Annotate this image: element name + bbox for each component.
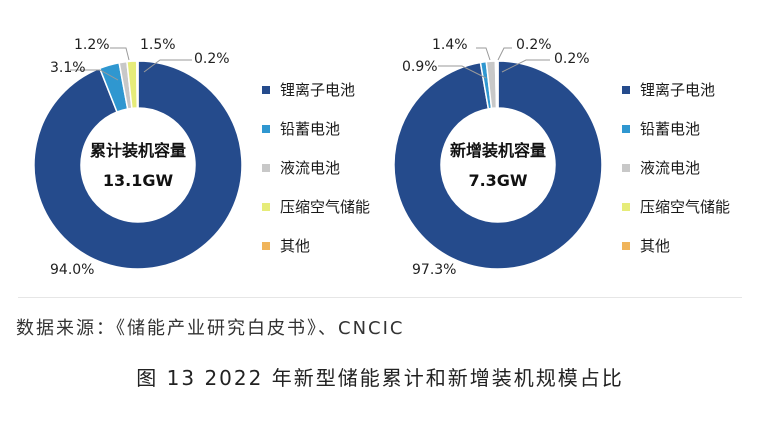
slice-new-5 bbox=[495, 60, 499, 109]
slice-cumulative-1 bbox=[33, 60, 243, 270]
legend-label: 锂离子电池 bbox=[640, 81, 716, 99]
figure-caption: 图 13 2022 年新型储能累计和新增装机规模占比 bbox=[136, 366, 624, 390]
legend-item: 液流电池 bbox=[262, 148, 370, 187]
legend-swatch bbox=[622, 163, 630, 172]
legend-label: 锂离子电池 bbox=[280, 81, 356, 99]
legend-swatch bbox=[262, 163, 270, 172]
donut-charts-figure: 累计装机容量 13.1GW 94.0% 3.1% 1.2% 1.5% 0.2% 新增装机容量… bbox=[33, 37, 603, 278]
legend-label: 铅蓄电池 bbox=[280, 120, 341, 138]
leader-line bbox=[476, 47, 491, 61]
legend-item: 锂离子电池 bbox=[262, 70, 370, 109]
legend-item: 其他 bbox=[622, 226, 730, 265]
legend-label: 其他 bbox=[280, 237, 311, 255]
legend-item: 压缩空气储能 bbox=[262, 187, 370, 226]
legend-label: 压缩空气储能 bbox=[280, 198, 371, 216]
slice-new-1 bbox=[393, 60, 603, 270]
legend-swatch bbox=[622, 124, 630, 133]
legend-label: 压缩空气储能 bbox=[640, 198, 731, 216]
center-value: 7.3GW bbox=[468, 171, 527, 190]
legend-swatch bbox=[262, 241, 270, 250]
legend-swatch bbox=[262, 124, 270, 133]
legend-item: 锂离子电池 bbox=[622, 70, 730, 109]
data-label: 1.4% bbox=[432, 37, 468, 53]
legend-label: 铅蓄电池 bbox=[640, 120, 701, 138]
data-label: 0.9% bbox=[402, 59, 438, 75]
data-label: 1.2% bbox=[74, 37, 110, 53]
center-title: 累计装机容量 bbox=[90, 141, 186, 160]
data-label: 0.2% bbox=[554, 51, 590, 67]
legend-swatch bbox=[262, 85, 270, 94]
legend-label: 其他 bbox=[640, 237, 671, 255]
leader-line bbox=[438, 65, 487, 79]
leader-line bbox=[110, 47, 130, 61]
leader-line bbox=[143, 59, 192, 73]
legend-item: 铅蓄电池 bbox=[622, 109, 730, 148]
legend-swatch bbox=[622, 85, 630, 94]
leader-line bbox=[497, 47, 512, 61]
legend-label: 液流电池 bbox=[640, 159, 701, 177]
data-label: 97.3% bbox=[412, 262, 456, 278]
new-legend: 锂离子电池铅蓄电池液流电池压缩空气储能 其他 bbox=[622, 70, 730, 265]
data-label: 94.0% bbox=[50, 262, 94, 278]
legend-item: 液流电池 bbox=[622, 148, 730, 187]
legend-label: 液流电池 bbox=[280, 159, 341, 177]
data-label: 1.5% bbox=[140, 37, 176, 53]
legend-swatch bbox=[622, 202, 630, 211]
cumulative-legend: 锂离子电池铅蓄电池液流电池压缩空气储能 其他 bbox=[262, 70, 370, 265]
leader-line bbox=[501, 59, 550, 73]
slice-cumulative-5 bbox=[135, 60, 139, 109]
legend-item: 压缩空气储能 bbox=[622, 187, 730, 226]
legend-item: 其他 bbox=[262, 226, 370, 265]
new-capacity-donut: 新增装机容量 7.3GW 97.3% 0.9% 1.4% 0.2%0.2% bbox=[393, 37, 603, 278]
legend-item: 铅蓄电池 bbox=[262, 109, 370, 148]
legend-swatch bbox=[262, 202, 270, 211]
data-label: 0.2% bbox=[194, 51, 230, 67]
source-note: 数据来源：《储能产业研究白皮书》、CNCIC bbox=[16, 318, 405, 339]
center-value: 13.1GW bbox=[103, 171, 174, 190]
center-title: 新增装机容量 bbox=[450, 141, 546, 160]
data-label: 0.2% bbox=[516, 37, 552, 53]
divider bbox=[18, 297, 742, 298]
leader-line bbox=[70, 69, 119, 81]
data-label: 3.1% bbox=[50, 60, 86, 76]
legend-swatch bbox=[622, 241, 630, 250]
cumulative-capacity-donut: 累计装机容量 13.1GW 94.0% 3.1% 1.2% 1.5% 0.2% bbox=[33, 37, 243, 278]
